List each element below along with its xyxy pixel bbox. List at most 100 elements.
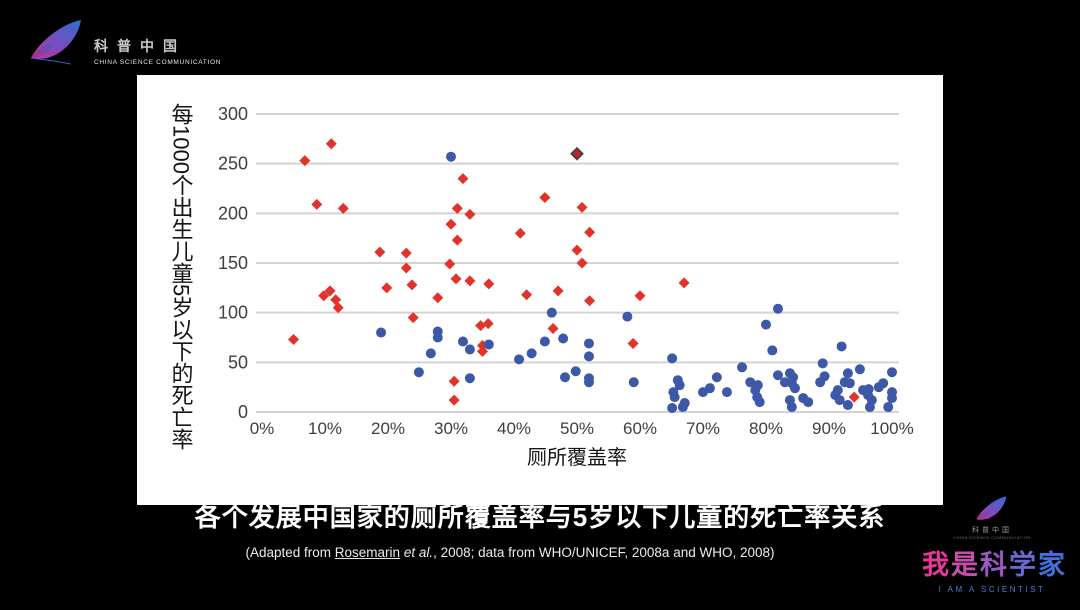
data-point-blue-circle — [786, 402, 797, 413]
x-tick-label: 60% — [623, 419, 657, 438]
data-point-red-diamond — [584, 226, 596, 238]
data-point-blue-circle — [667, 353, 678, 364]
chart-caption: 各个发展中国家的厕所覆盖率与5岁以下儿童的死亡率关系 — [194, 502, 886, 532]
y-axis-title: 每1000个出生儿童5岁以下的死亡率 — [168, 103, 194, 451]
data-point-blue-circle — [432, 332, 443, 343]
footer-logo-subtitle: I AM A SCIENTIST — [938, 585, 1046, 594]
data-point-red-diamond — [678, 277, 690, 289]
data-point-red-diamond — [445, 218, 457, 230]
data-point-blue-circle — [667, 403, 678, 414]
data-point-blue-circle — [483, 339, 494, 350]
data-point-red-diamond — [299, 155, 311, 167]
data-point-blue-circle — [745, 377, 756, 388]
data-point-red-diamond — [448, 375, 460, 387]
data-point-red-diamond — [514, 227, 526, 239]
data-point-blue-circle — [887, 367, 897, 378]
data-point-blue-circle — [842, 400, 853, 411]
data-point-red-diamond — [576, 201, 588, 213]
data-point-red-diamond — [552, 285, 564, 297]
data-point-blue-circle — [832, 385, 843, 396]
data-point-blue-circle — [558, 333, 569, 344]
data-point-blue-circle — [803, 397, 814, 408]
data-point-blue-circle — [413, 367, 424, 378]
data-point-blue-circle — [844, 378, 855, 389]
data-point-blue-circle — [752, 380, 763, 391]
footer-logo-small-cn: 科普中国 — [972, 527, 1012, 534]
data-point-red-diamond — [450, 273, 462, 285]
x-tick-label: 70% — [686, 419, 720, 438]
data-point-red-diamond — [482, 318, 494, 330]
data-point-red-diamond — [464, 275, 476, 287]
data-point-red-diamond — [547, 323, 559, 335]
data-point-blue-circle — [560, 372, 571, 383]
data-point-dark-red-diamond — [570, 146, 584, 161]
citation: (Adapted from Rosemarin et al., 2008; da… — [0, 545, 1020, 560]
data-point-red-diamond — [521, 289, 533, 301]
data-point-blue-circle — [772, 303, 783, 314]
y-tick-label: 300 — [218, 104, 248, 124]
data-point-blue-circle — [883, 402, 894, 413]
data-point-red-diamond — [337, 202, 349, 214]
data-point-blue-circle — [539, 336, 550, 347]
citation-prefix: (Adapted from — [245, 545, 335, 560]
data-point-blue-circle — [583, 351, 594, 362]
x-tick-label: 10% — [308, 419, 342, 438]
y-tick-label: 100 — [218, 303, 248, 323]
data-point-red-diamond — [288, 333, 299, 345]
logo-english-name: CHINA SCIENCE COMMUNICATION — [94, 59, 222, 66]
data-point-red-diamond — [848, 391, 860, 403]
data-point-blue-circle — [754, 397, 765, 408]
citation-rest: , 2008; data from WHO/UNICEF, 2008a and … — [433, 545, 775, 560]
footer-logo-title: 我是科学家 — [922, 550, 1067, 580]
data-point-red-diamond — [483, 278, 495, 290]
data-point-red-diamond — [627, 337, 639, 349]
y-tick-label: 250 — [218, 154, 248, 174]
data-point-red-diamond — [381, 282, 393, 294]
data-point-red-diamond — [576, 257, 588, 269]
data-point-blue-circle — [887, 393, 897, 404]
data-point-red-diamond — [475, 320, 487, 332]
data-point-red-diamond — [374, 246, 386, 258]
data-point-blue-circle — [772, 370, 783, 381]
data-point-blue-circle — [446, 151, 456, 162]
data-point-red-diamond — [332, 302, 344, 314]
data-point-blue-circle — [878, 378, 889, 389]
y-tick-label: 0 — [238, 402, 248, 422]
x-tick-label: 100% — [870, 419, 913, 438]
data-point-blue-circle — [834, 395, 845, 406]
x-tick-label: 40% — [497, 419, 531, 438]
data-point-blue-circle — [836, 341, 847, 352]
butterfly-wing-small — [31, 43, 55, 58]
data-point-red-diamond — [477, 345, 488, 357]
citation-etal: et al. — [400, 545, 434, 560]
logo-text-block: 科普中国 CHINA SCIENCE COMMUNICATION — [94, 36, 221, 66]
data-point-blue-circle — [679, 398, 690, 409]
data-point-blue-circle — [464, 373, 475, 384]
china-science-communication-logo: 科普中国 CHINA SCIENCE COMMUNICATION — [26, 16, 221, 66]
data-point-red-diamond — [451, 234, 463, 246]
data-point-red-diamond — [318, 290, 330, 302]
data-point-blue-circle — [866, 395, 877, 406]
data-point-blue-circle — [570, 366, 581, 377]
x-tick-label: 30% — [434, 419, 468, 438]
data-point-red-diamond — [407, 312, 419, 324]
butterfly-logo-icon — [30, 20, 81, 65]
data-point-blue-circle — [842, 368, 853, 379]
data-point-blue-circle — [583, 338, 594, 349]
data-point-red-diamond — [448, 394, 460, 406]
data-point-blue-circle — [674, 380, 685, 391]
data-point-blue-circle — [788, 372, 799, 383]
y-tick-label: 50 — [228, 352, 248, 372]
data-point-red-diamond — [464, 208, 476, 220]
data-point-red-diamond — [444, 258, 456, 270]
y-tick-label: 200 — [218, 203, 248, 223]
data-point-blue-circle — [737, 362, 748, 373]
x-tick-label: 0% — [250, 419, 275, 438]
data-point-blue-circle — [819, 371, 830, 382]
scatter-plot: 0 50 100 150 200 250 300 0% 10% 20% 30% 40% 50% 60% 70… — [218, 104, 914, 438]
data-point-blue-circle — [863, 384, 874, 395]
data-point-red-diamond — [400, 262, 412, 274]
citation-link[interactable]: Rosemarin — [334, 545, 401, 560]
logo-chinese-name: 科普中国 — [94, 38, 186, 54]
